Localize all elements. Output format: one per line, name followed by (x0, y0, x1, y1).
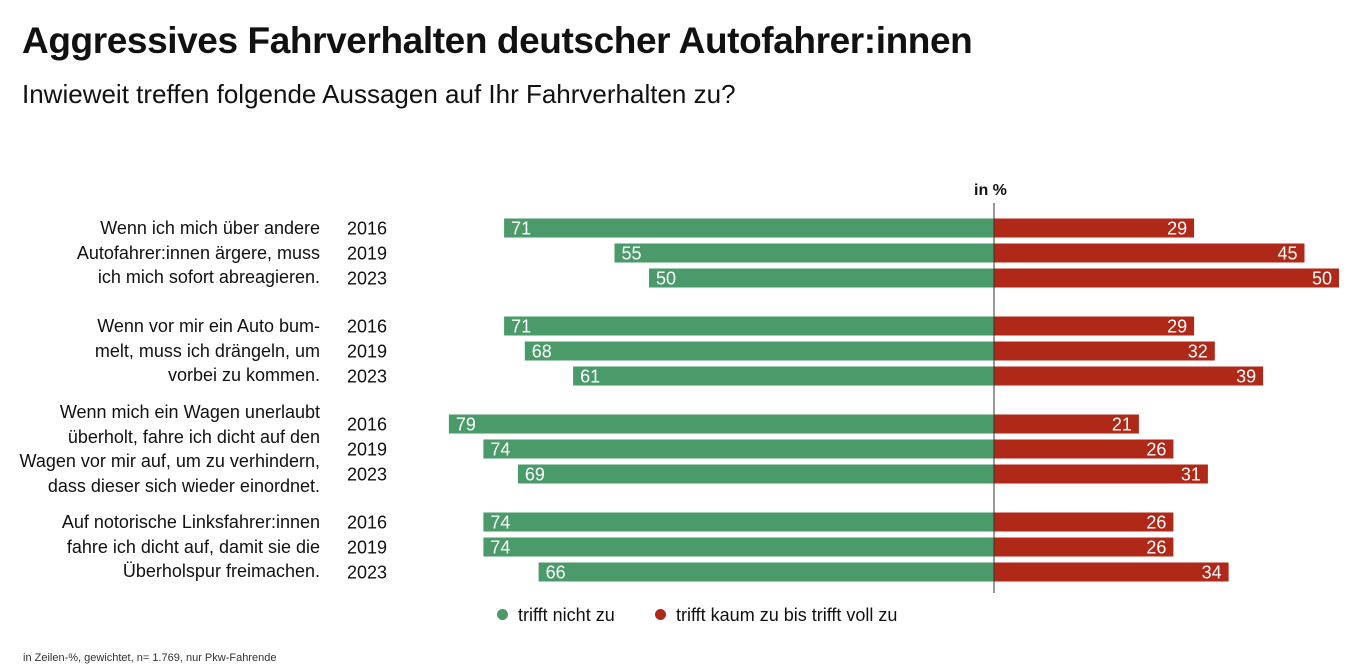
bar-trifft-nicht-zu (573, 366, 994, 386)
footnote: in Zeilen-%, gewichtet, n= 1.769, nur Pk… (23, 652, 277, 664)
bar-trifft-nicht-zu (538, 562, 994, 582)
bar-trifft-zu (994, 512, 1174, 532)
value-label-right: 32 (1188, 342, 1208, 362)
value-label-left: 71 (511, 219, 531, 239)
bar-trifft-nicht-zu (504, 218, 994, 238)
value-label-left: 74 (490, 440, 510, 460)
question-label: Wenn mich ein Wagen unerlaubt überholt, f… (19, 402, 320, 496)
bar-trifft-zu (994, 218, 1195, 238)
year-label: 2023 (347, 465, 387, 485)
value-label-right: 39 (1236, 367, 1256, 387)
bar-trifft-zu (994, 562, 1229, 582)
chart-subtitle: Inwieweit treffen folgende Aussagen auf … (22, 79, 736, 109)
bar-trifft-nicht-zu (649, 268, 994, 288)
value-label-left: 68 (532, 342, 552, 362)
bar-trifft-zu (994, 243, 1305, 263)
year-label: 2019 (347, 342, 387, 362)
year-label: 2023 (347, 269, 387, 289)
value-label-right: 29 (1167, 219, 1187, 239)
bar-trifft-zu (994, 341, 1215, 361)
year-label: 2016 (347, 317, 387, 337)
value-label-left: 50 (656, 269, 676, 289)
value-label-right: 29 (1167, 317, 1187, 337)
legend-label-nicht: trifft nicht zu (518, 605, 615, 625)
value-label-right: 21 (1112, 415, 1132, 435)
legend-item-zu: trifft kaum zu bis trifft voll zu (655, 605, 897, 626)
bar-trifft-nicht-zu (448, 414, 994, 434)
value-label-left: 74 (490, 538, 510, 558)
value-label-right: 34 (1202, 563, 1222, 583)
value-label-right: 50 (1312, 269, 1332, 289)
question-label: Auf notorische Linksfahrer:innen fahre ic… (61, 512, 320, 582)
value-label-left: 74 (490, 513, 510, 533)
unit-label: in % (974, 182, 1007, 199)
value-label-left: 71 (511, 317, 531, 337)
bar-trifft-nicht-zu (614, 243, 994, 263)
value-label-left: 66 (546, 563, 566, 583)
legend-swatch-zu (655, 608, 666, 620)
year-label: 2019 (347, 538, 387, 558)
legend-swatch-nicht (497, 608, 508, 620)
bar-trifft-zu (994, 439, 1174, 459)
value-label-right: 26 (1146, 440, 1166, 460)
bar-trifft-nicht-zu (517, 464, 994, 484)
value-label-left: 69 (525, 465, 545, 485)
year-label: 2016 (347, 513, 387, 533)
bar-trifft-zu (994, 537, 1174, 557)
value-label-right: 45 (1277, 244, 1297, 264)
value-label-right: 31 (1181, 465, 1201, 485)
bar-trifft-nicht-zu (483, 439, 994, 459)
bar-trifft-zu (994, 414, 1139, 434)
year-label: 2023 (347, 563, 387, 583)
bar-trifft-nicht-zu (504, 316, 994, 336)
value-label-left: 55 (622, 244, 642, 264)
year-label: 2019 (347, 244, 387, 264)
year-label: 2019 (347, 440, 387, 460)
bar-trifft-zu (994, 464, 1208, 484)
value-label-left: 79 (456, 415, 476, 435)
year-label: 2023 (347, 367, 387, 387)
year-label: 2016 (347, 219, 387, 239)
bar-trifft-nicht-zu (524, 341, 994, 361)
bar-trifft-nicht-zu (483, 512, 994, 532)
bar-trifft-nicht-zu (483, 537, 994, 557)
bar-trifft-zu (994, 268, 1339, 288)
bar-trifft-zu (994, 316, 1195, 336)
bar-trifft-zu (994, 366, 1264, 386)
question-label: Wenn vor mir ein Auto bum-melt, muss ich… (94, 316, 320, 386)
value-label-left: 61 (580, 367, 600, 387)
value-label-right: 26 (1146, 538, 1166, 558)
year-label: 2016 (347, 415, 387, 435)
question-label: Wenn ich mich über andere Autofahrer:inne… (76, 218, 320, 288)
value-label-right: 26 (1146, 513, 1166, 533)
chart-title: Aggressives Fahrverhalten deutscher Auto… (22, 20, 973, 61)
legend-label-zu: trifft kaum zu bis trifft voll zu (676, 605, 898, 625)
legend-item-nicht: trifft nicht zu (497, 605, 615, 626)
